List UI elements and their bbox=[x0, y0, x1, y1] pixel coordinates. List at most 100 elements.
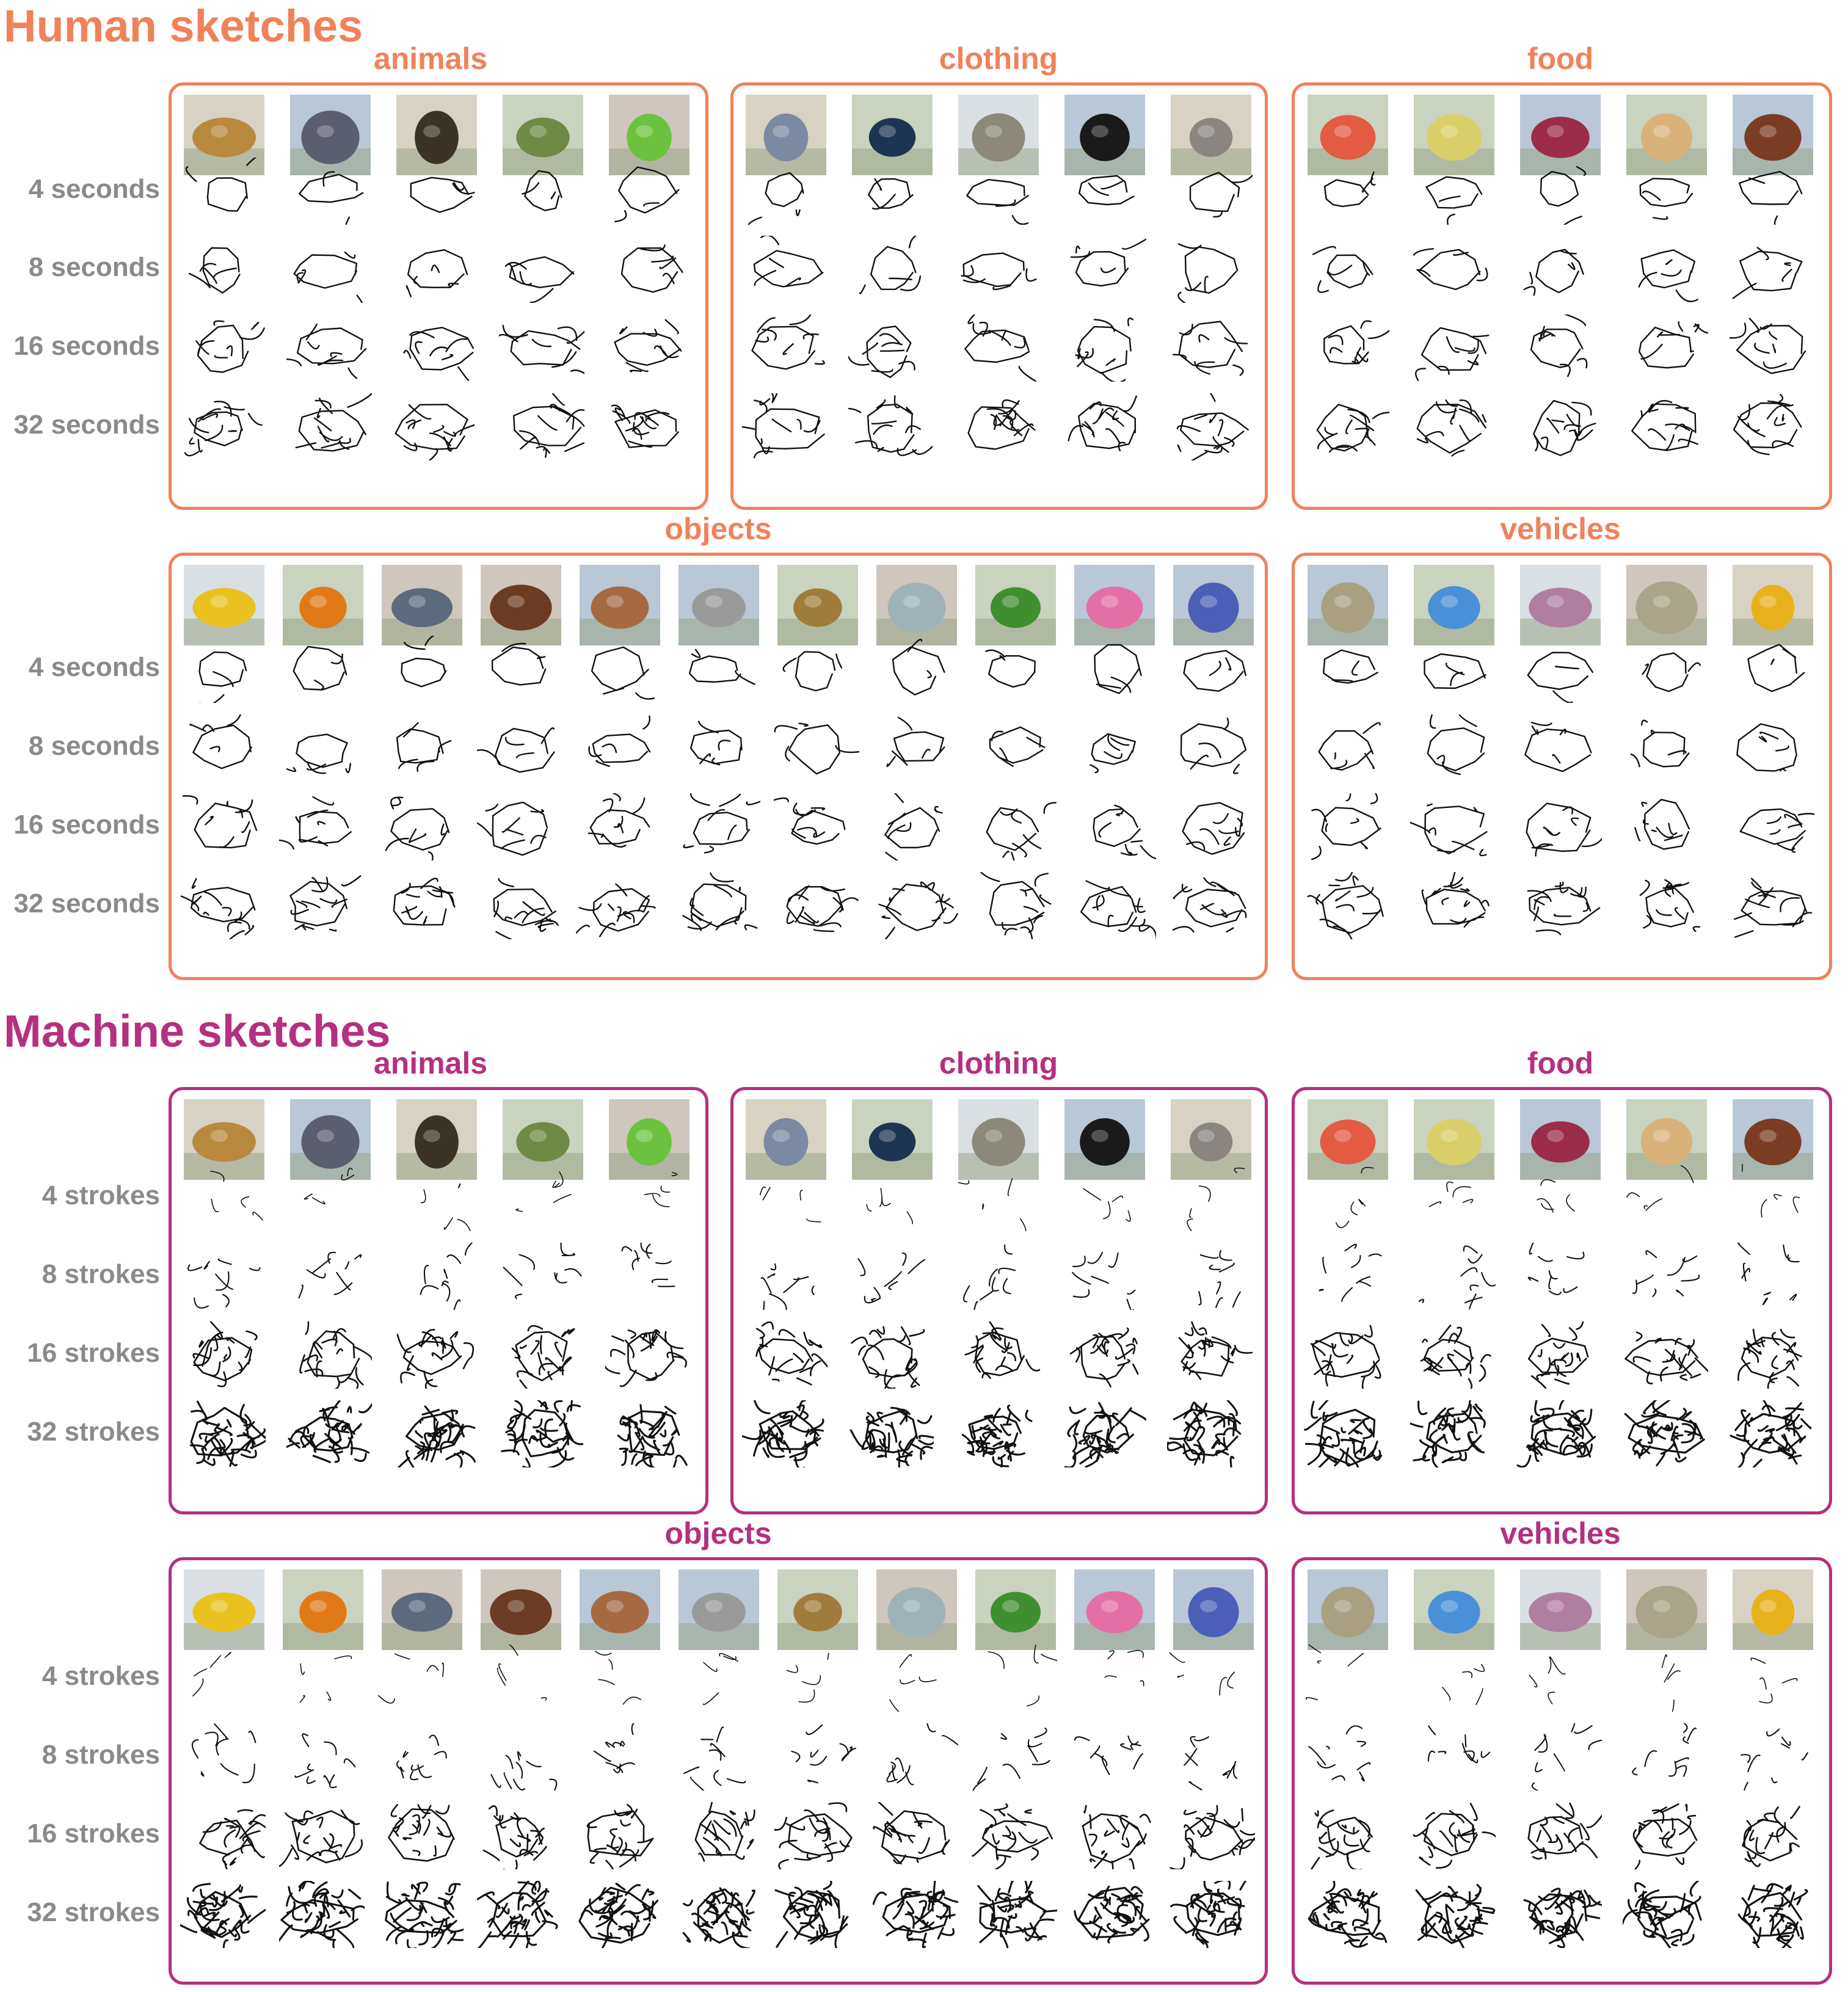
jeans-sketch-16-strokes bbox=[742, 1321, 829, 1389]
jeans-sketch-32-strokes bbox=[741, 1394, 828, 1470]
jeans-sketch-16-seconds bbox=[742, 310, 828, 382]
iguana-sketch-32-seconds bbox=[286, 393, 373, 460]
lion-sketch-8-seconds bbox=[180, 236, 266, 303]
tote-bag-sketch-32-strokes bbox=[176, 1881, 267, 1957]
stew-photo bbox=[1733, 1099, 1813, 1180]
butterfly-sketch-8-seconds bbox=[605, 236, 691, 303]
hot-air-balloon-photo bbox=[1414, 1569, 1494, 1650]
tank-photo bbox=[1626, 1569, 1707, 1650]
tote-bag-photo bbox=[184, 1569, 264, 1650]
tank-sketch-8-seconds bbox=[1623, 714, 1708, 782]
grapefruit-photo bbox=[1308, 95, 1388, 175]
flower-sketch-32-seconds bbox=[1071, 872, 1158, 941]
flower-sketch-4-seconds bbox=[1071, 636, 1156, 703]
human-row-label-2: 8 seconds bbox=[28, 252, 160, 282]
human-clothing-title: clothing bbox=[939, 42, 1058, 76]
carriage-sketch-16-seconds bbox=[1516, 793, 1603, 860]
cocktail-sketch-16-strokes bbox=[1410, 1321, 1496, 1392]
bed-photo bbox=[382, 565, 462, 645]
fishbowl-sketch-32-seconds bbox=[873, 872, 958, 943]
taxi-sketch-4-strokes bbox=[1729, 1645, 1814, 1712]
iguana-photo bbox=[290, 95, 371, 175]
giraffe-sketch-16-seconds bbox=[497, 314, 596, 384]
parfait-sketch-16-strokes bbox=[1516, 1314, 1602, 1392]
machine-animals-title: animals bbox=[373, 1046, 488, 1080]
carriage-sketch-4-strokes bbox=[1516, 1645, 1602, 1712]
human-sketches-title: Human sketches bbox=[4, 1, 363, 51]
lawnmower-sketch-32-strokes bbox=[972, 1875, 1060, 1950]
iguana-sketch-4-seconds bbox=[286, 158, 372, 230]
cowboy-hat-sketch-8-strokes bbox=[955, 1243, 1040, 1314]
flower-photo bbox=[1074, 565, 1155, 645]
lawnmower-sketch-32-seconds bbox=[972, 869, 1057, 943]
tote-bag-sketch-4-strokes bbox=[180, 1645, 266, 1712]
veil-sketch-8-strokes bbox=[1167, 1243, 1253, 1310]
cocktail-sketch-32-seconds bbox=[1410, 393, 1496, 460]
giraffe-sketch-32-strokes bbox=[499, 1395, 584, 1469]
parfait-sketch-16-seconds bbox=[1516, 313, 1602, 382]
lawnmower-photo bbox=[975, 1569, 1056, 1650]
beanie-sketch-4-seconds bbox=[848, 158, 934, 225]
giraffe-photo bbox=[503, 95, 583, 175]
banjo-sketch-32-seconds bbox=[675, 872, 760, 939]
pumpkin-sketch-4-seconds bbox=[279, 636, 365, 703]
taxi-sketch-16-seconds bbox=[1729, 793, 1824, 860]
beanie-sketch-8-seconds bbox=[848, 233, 934, 303]
cowboy-hat-sketch-32-seconds bbox=[955, 393, 1040, 460]
taxi-photo bbox=[1733, 565, 1813, 645]
jeans-sketch-8-strokes bbox=[742, 1243, 828, 1318]
grapefruit-sketch-8-strokes bbox=[1304, 1243, 1389, 1310]
cowboy-hat-photo bbox=[958, 1099, 1039, 1180]
banjo-sketch-8-seconds bbox=[675, 714, 760, 782]
flower-sketch-16-seconds bbox=[1071, 793, 1157, 860]
grapefruit-sketch-16-seconds bbox=[1304, 314, 1394, 382]
pumpkin-sketch-16-strokes bbox=[278, 1802, 365, 1869]
tote-bag-sketch-16-seconds bbox=[180, 793, 266, 860]
crow-sketch-8-seconds bbox=[393, 236, 478, 303]
tuxedo-sketch-4-strokes bbox=[1061, 1164, 1146, 1231]
veil-sketch-4-strokes bbox=[1167, 1164, 1253, 1231]
cocktail-sketch-8-strokes bbox=[1410, 1243, 1496, 1310]
humvee-sketch-4-seconds bbox=[1304, 636, 1389, 703]
beanie-photo bbox=[852, 95, 933, 175]
tuxedo-sketch-8-seconds bbox=[1061, 236, 1147, 303]
taxi-sketch-32-seconds bbox=[1729, 872, 1814, 939]
flower-sketch-32-strokes bbox=[1071, 1881, 1156, 1948]
souffle-photo bbox=[1626, 1099, 1707, 1180]
iguana-sketch-8-strokes bbox=[286, 1243, 372, 1310]
carriage-sketch-16-strokes bbox=[1516, 1802, 1605, 1869]
lion-sketch-16-seconds bbox=[180, 314, 266, 382]
hot-air-balloon-photo bbox=[1414, 565, 1494, 645]
taxi-photo bbox=[1733, 1569, 1813, 1650]
human-row-label-4: 32 seconds bbox=[13, 410, 160, 440]
butterfly-sketch-32-seconds bbox=[605, 393, 691, 460]
cowboy-hat-sketch-4-strokes bbox=[955, 1164, 1040, 1235]
humvee-sketch-32-seconds bbox=[1304, 868, 1389, 942]
humvee-photo bbox=[1308, 1569, 1388, 1650]
jeans-sketch-8-seconds bbox=[742, 234, 828, 303]
drum-sketch-4-seconds bbox=[477, 636, 562, 703]
jeans-sketch-4-strokes bbox=[742, 1164, 828, 1231]
human-vehicles-title: vehicles bbox=[1500, 512, 1621, 546]
souffle-sketch-4-strokes bbox=[1623, 1164, 1708, 1231]
machine-row-label-3: 16 strokes bbox=[27, 1338, 160, 1368]
cocktail-sketch-4-seconds bbox=[1410, 158, 1496, 228]
doorknob-sketch-32-strokes bbox=[774, 1878, 859, 1954]
flower-sketch-8-strokes bbox=[1071, 1723, 1156, 1790]
hot-air-balloon-sketch-16-strokes bbox=[1410, 1802, 1499, 1869]
tuxedo-photo bbox=[1064, 1099, 1145, 1180]
grapefruit-photo bbox=[1308, 1099, 1388, 1180]
lawnmower-sketch-4-strokes bbox=[972, 1645, 1060, 1712]
flower-sketch-16-strokes bbox=[1071, 1802, 1156, 1876]
parfait-sketch-8-strokes bbox=[1516, 1238, 1602, 1310]
lawnmower-photo bbox=[975, 565, 1056, 645]
parfait-sketch-4-seconds bbox=[1516, 158, 1602, 227]
crow-sketch-4-strokes bbox=[393, 1164, 478, 1238]
bed-sketch-4-strokes bbox=[378, 1645, 464, 1712]
parfait-sketch-32-strokes bbox=[1516, 1394, 1602, 1468]
giraffe-sketch-32-seconds bbox=[499, 390, 585, 460]
chainsaw-sketch-32-strokes bbox=[576, 1881, 661, 1950]
grapefruit-sketch-32-seconds bbox=[1304, 393, 1395, 460]
cocktail-photo bbox=[1414, 95, 1494, 175]
